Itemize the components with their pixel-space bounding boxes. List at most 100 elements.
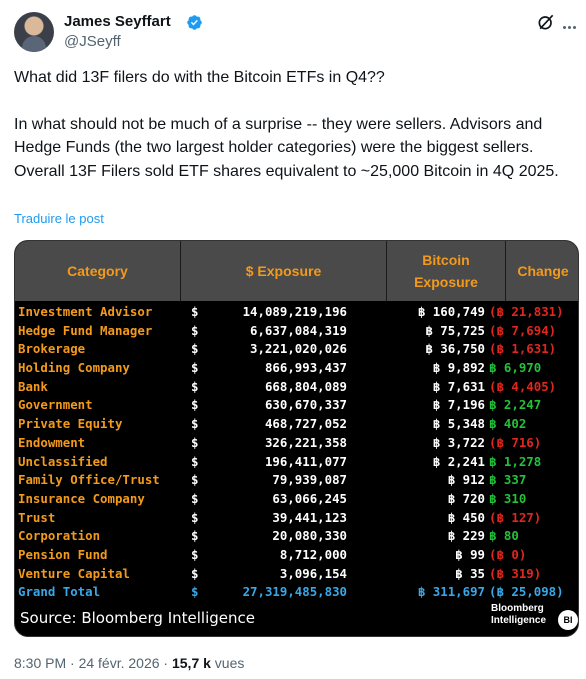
tweet-meta: 8:30 PM · 24 févr. 2026 · 15,7 k vues <box>14 655 244 671</box>
cell-exposure: 3,096,154 <box>279 565 347 581</box>
cell-exposure: 20,080,330 <box>272 528 347 544</box>
cell-category: Brokerage <box>18 341 86 357</box>
cell-bitcoin-exposure: ฿ 720 <box>447 490 485 506</box>
cell-exposure: 27,319,485,830 <box>242 584 347 600</box>
cell-bitcoin-exposure: ฿ 75,725 <box>425 322 485 338</box>
table-row: Brokerage $3,221,020,026 ฿ 36,750 (฿ 1,631) <box>15 340 578 359</box>
cell-category: Holding Company <box>18 360 130 376</box>
cell-category: Government <box>18 397 93 413</box>
table-row: Hedge Fund Manager $6,637,084,319 ฿ 75,725… <box>15 322 578 341</box>
cell-exposure: 866,993,437 <box>264 360 347 376</box>
cell-exposure: 3,221,020,026 <box>250 341 347 357</box>
cell-change: (฿ 0) <box>489 546 527 562</box>
cell-dollar-sign: $ <box>191 360 199 376</box>
author-handle[interactable]: @JSeyff <box>64 33 121 50</box>
cell-category: Pension Fund <box>18 546 108 562</box>
cell-change: ฿ 337 <box>489 472 527 488</box>
cell-category: Venture Capital <box>18 565 130 581</box>
table-row: Corporation $20,080,330 ฿ 229 ฿ 80 <box>15 527 578 546</box>
tweet-paragraph-2: In what should not be much of a surprise… <box>14 115 559 180</box>
more-options-icon[interactable] <box>563 16 583 29</box>
header-btc-line2: Exposure <box>414 274 478 290</box>
brand-line-2: Intelligence <box>491 615 547 626</box>
cell-dollar-sign: $ <box>191 416 199 432</box>
cell-exposure: 668,804,089 <box>264 378 347 394</box>
cell-change: (฿ 716) <box>489 434 542 450</box>
cell-dollar-sign: $ <box>191 528 199 544</box>
cell-bitcoin-exposure: ฿ 160,749 <box>417 304 485 319</box>
cell-category: Trust <box>18 509 56 525</box>
cell-exposure: 326,221,358 <box>264 434 347 450</box>
header-category: Category <box>15 241 181 301</box>
cell-change: (฿ 319) <box>489 565 542 581</box>
views-count: 15,7 k <box>171 655 211 671</box>
verified-badge-icon <box>187 15 202 30</box>
cell-dollar-sign: $ <box>191 434 199 450</box>
source-note: Source: Bloomberg Intelligence <box>20 609 255 627</box>
cell-dollar-sign: $ <box>191 378 199 394</box>
cell-change: ฿ 2,247 <box>489 397 542 413</box>
avatar[interactable] <box>14 12 54 52</box>
cell-change: (฿ 25,098) <box>489 584 564 600</box>
brand-line-1: Bloomberg <box>491 603 544 614</box>
bi-logo-icon: BI <box>558 610 578 630</box>
cell-bitcoin-exposure: ฿ 35 <box>455 565 485 581</box>
table-row: Investment Advisor $14,089,219,196 ฿ 160,7… <box>15 303 578 322</box>
cell-category: Family Office/Trust <box>18 472 160 488</box>
cell-category: Unclassified <box>18 453 108 469</box>
table-row: Insurance Company $63,066,245 ฿ 720 ฿ 310 <box>15 490 578 509</box>
cell-change: ฿ 402 <box>489 416 527 432</box>
tweet-line-1: What did 13F filers do with the Bitcoin … <box>14 69 385 86</box>
cell-exposure: 196,411,077 <box>264 453 347 469</box>
cell-bitcoin-exposure: ฿ 7,196 <box>432 397 485 413</box>
table-row: Holding Company $866,993,437 ฿ 9,892 ฿ 6,97… <box>15 359 578 378</box>
cell-bitcoin-exposure: ฿ 2,241 <box>432 453 485 469</box>
cell-change: (฿ 7,694) <box>489 322 557 338</box>
cell-change: ฿ 1,278 <box>489 453 542 469</box>
table-image[interactable]: Category $ Exposure Bitcoin Exposure Chan… <box>14 240 579 637</box>
table-row: Endowment $326,221,358 ฿ 3,722 (฿ 716) <box>15 434 578 453</box>
cell-dollar-sign: $ <box>191 322 199 338</box>
cell-exposure: 630,670,337 <box>264 397 347 413</box>
cell-exposure: 63,066,245 <box>272 490 347 506</box>
table-row: Trust $39,441,123 ฿ 450 (฿ 127) <box>15 509 578 528</box>
table-row: Unclassified $196,411,077 ฿ 2,241 ฿ 1,278 <box>15 453 578 472</box>
cell-change: (฿ 127) <box>489 509 542 525</box>
header-exposure: $ Exposure <box>181 241 387 301</box>
table-row: Family Office/Trust $79,939,087 ฿ 912 ฿ 337 <box>15 471 578 490</box>
cell-bitcoin-exposure: ฿ 9,892 <box>432 360 485 376</box>
translate-post-link[interactable]: Traduire le post <box>14 211 104 226</box>
bloomberg-logo-text: Bloomberg Intelligence <box>491 603 546 627</box>
cell-dollar-sign: $ <box>191 304 199 319</box>
cell-dollar-sign: $ <box>191 546 199 562</box>
cell-dollar-sign: $ <box>191 472 199 488</box>
author-name[interactable]: James Seyffart <box>64 13 171 30</box>
views-label: vues <box>210 655 245 671</box>
cell-category: Bank <box>18 378 48 394</box>
cell-bitcoin-exposure: ฿ 3,722 <box>432 434 485 450</box>
cell-bitcoin-exposure: ฿ 311,697 <box>417 584 485 600</box>
cell-exposure: 6,637,084,319 <box>250 322 347 338</box>
table-body: Investment Advisor $14,089,219,196 ฿ 160,7… <box>15 303 578 602</box>
cell-change: ฿ 80 <box>489 528 519 544</box>
cell-exposure: 39,441,123 <box>272 509 347 525</box>
header-change: Change <box>517 263 569 279</box>
header-btc-line1: Bitcoin <box>422 252 470 268</box>
timestamp[interactable]: 8:30 PM · 24 févr. 2026 · <box>14 655 172 671</box>
cell-bitcoin-exposure: ฿ 36,750 <box>425 341 485 357</box>
header-bitcoin-exposure: Bitcoin Exposure <box>387 241 506 301</box>
table-row: Venture Capital $3,096,154 ฿ 35 (฿ 319) <box>15 565 578 584</box>
cell-exposure: 79,939,087 <box>272 472 347 488</box>
cell-bitcoin-exposure: ฿ 99 <box>455 546 485 562</box>
cell-change: ฿ 310 <box>489 490 527 506</box>
grok-icon[interactable] <box>536 12 556 32</box>
cell-change: ฿ 6,970 <box>489 360 542 376</box>
cell-bitcoin-exposure: ฿ 912 <box>447 472 485 488</box>
cell-bitcoin-exposure: ฿ 229 <box>447 528 485 544</box>
table-row: Government $630,670,337 ฿ 7,196 ฿ 2,247 <box>15 396 578 415</box>
cell-category: Hedge Fund Manager <box>18 322 153 338</box>
table-row: Bank $668,804,089 ฿ 7,631 (฿ 4,405) <box>15 378 578 397</box>
cell-category: Corporation <box>18 528 101 544</box>
cell-dollar-sign: $ <box>191 490 199 506</box>
table-row: Private Equity $468,727,052 ฿ 5,348 ฿ 402 <box>15 415 578 434</box>
